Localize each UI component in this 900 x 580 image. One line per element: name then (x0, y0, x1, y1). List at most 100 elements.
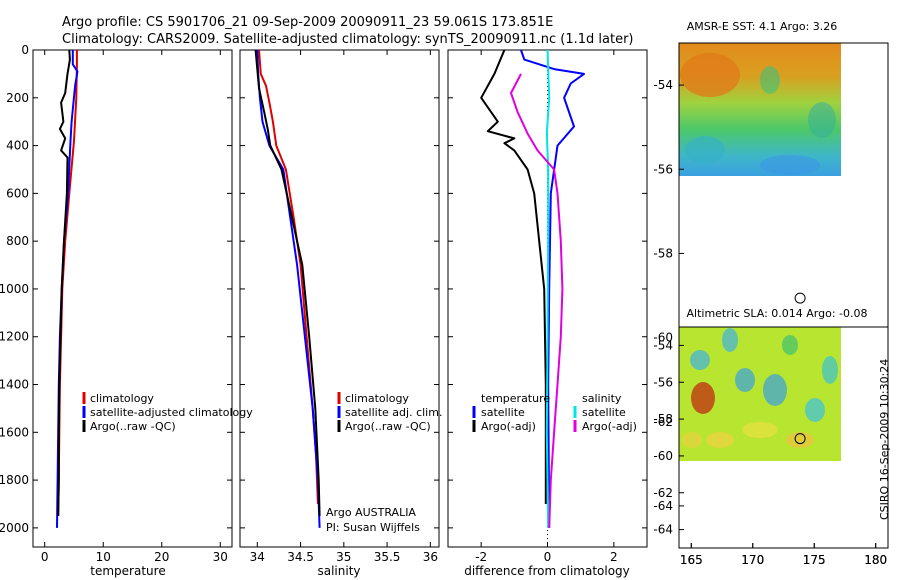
annotation-argo-australia: Argo AUSTRALIA (326, 506, 416, 519)
y-tick-label: -58 (653, 412, 673, 426)
x-tick-label: 165 (680, 553, 703, 567)
x-tick-label: 34 (250, 550, 265, 564)
y-tick-label: -54 (653, 78, 673, 92)
x-tick-label: -2 (475, 550, 487, 564)
side-timestamp: CSIRO 16-Sep-2009 10:30:24 (878, 359, 891, 520)
series-line (545, 49, 551, 528)
sst-heatmap-patches (680, 53, 836, 175)
temperature-series (56, 49, 79, 528)
legend-label-temp-satellite: satellite (481, 406, 525, 419)
y-tick-label: 800 (6, 234, 29, 248)
y-tick-label: -64 (653, 499, 673, 513)
series-line (480, 49, 547, 504)
salinity-ticks: 34 34.5 35 35.5 36 (240, 49, 439, 564)
x-tick-label: 36 (423, 550, 438, 564)
sla-anomaly-patch (805, 398, 825, 422)
legend-heading-temperature: temperature (481, 392, 550, 405)
salinity-xlabel: salinity (317, 564, 360, 578)
x-tick-label: 34.5 (287, 550, 314, 564)
x-tick-label: 0 (544, 550, 552, 564)
y-tick-label: -56 (653, 375, 673, 389)
sla-heatmap-patches (682, 328, 838, 448)
sla-anomaly-patch (690, 350, 710, 370)
y-tick-label: -62 (653, 486, 673, 500)
sst-cool-patch (760, 66, 780, 94)
y-tick-label: 600 (6, 186, 29, 200)
x-tick-label: 35 (336, 550, 351, 564)
y-tick-label: -60 (653, 449, 673, 463)
sla-axes-frame (678, 326, 889, 549)
annotation-pi: PI: Susan Wijffels (326, 521, 420, 534)
sla-map-panel: Altimetric SLA: 0.014 Argo: -0.08 165 170… (653, 307, 889, 567)
sla-anomaly-patch (682, 432, 702, 448)
sla-ticks: 165 170 175 180-54-56-58-60-62-64 (653, 338, 887, 567)
sla-anomaly-patch (735, 368, 755, 392)
salinity-series (254, 49, 321, 528)
x-tick-label: 35.5 (374, 550, 401, 564)
y-tick-label: -62 (653, 415, 673, 429)
legend-label-sal-argo: Argo(-adj) (582, 420, 637, 433)
temperature-legend: climatology satellite-adjusted climatolo… (82, 392, 253, 433)
legend-label-climatology: climatology (90, 392, 154, 405)
legend-label-satellite: satellite adj. clim. (345, 406, 442, 419)
sla-map-title: Altimetric SLA: 0.014 Argo: -0.08 (687, 307, 868, 320)
difference-ticks: -2 0 2 (448, 49, 647, 564)
sla-argo-location-marker (794, 433, 806, 445)
difference-xlabel: difference from climatology (464, 564, 630, 578)
sst-ticks: 165 170 175 180-54-56-58-60-62-64 (653, 78, 887, 567)
y-tick-label: 1200 (0, 330, 29, 344)
x-tick-label: 20 (154, 550, 169, 564)
y-tick-label: 1400 (0, 378, 29, 392)
series-line (520, 49, 585, 528)
y-tick-label: 2000 (0, 521, 29, 535)
x-tick-label: 2 (610, 550, 618, 564)
header-line-1: Argo profile: CS 5901706_21 09-Sep-2009 … (62, 15, 553, 30)
difference-panel: -2 0 2 difference from climatology tempera… (447, 49, 648, 578)
difference-legend: temperature satellite Argo(-adj) salinit… (472, 392, 637, 433)
sst-map-panel: AMSR-E SST: 4.1 Argo: 3.26 165 170 175 180 -… (653, 20, 889, 567)
y-tick-label: 0 (21, 43, 29, 57)
salinity-legend: climatology satellite adj. clim. Argo(..… (337, 392, 442, 433)
x-tick-label: 170 (741, 553, 764, 567)
series-line (57, 49, 71, 516)
sla-anomaly-patch (706, 432, 734, 448)
legend-label-satellite: satellite-adjusted climatology (90, 406, 253, 419)
sla-anomaly-patch (782, 335, 798, 355)
sst-argo-location-marker (794, 292, 806, 304)
sst-warm-patch (680, 53, 740, 97)
sla-anomaly-patch (691, 382, 715, 414)
sst-cold-patch (685, 136, 725, 164)
series-line (510, 73, 564, 528)
y-tick-label: -54 (653, 338, 673, 352)
y-tick-label: -60 (653, 331, 673, 345)
sla-anomaly-patch (763, 374, 787, 406)
temperature-panel: 0 10 20 30 0 200 400 600 800 1000 1200 1400 1600 1800… (0, 43, 253, 578)
legend-label-argo: Argo(..raw -QC) (90, 420, 176, 433)
temperature-ticks: 0 10 20 30 0 200 400 600 800 1000 1200 1400 1600 1800… (0, 43, 232, 564)
x-tick-label: 175 (803, 553, 826, 567)
temperature-axes-frame (32, 49, 233, 548)
x-tick-label: 10 (96, 550, 111, 564)
series-line (254, 49, 321, 516)
legend-label-temp-argo: Argo(-adj) (481, 420, 536, 433)
y-tick-label: -64 (653, 523, 673, 537)
y-tick-label: -56 (653, 162, 673, 176)
salinity-panel: 34 34.5 35 35.5 36 salinity climatology sate… (239, 49, 442, 578)
y-tick-label: 400 (6, 139, 29, 153)
series-line (258, 49, 319, 505)
header-line-2: Climatology: CARS2009. Satellite-adjuste… (62, 32, 634, 47)
y-tick-label: 1800 (0, 473, 29, 487)
x-tick-label: 175 (803, 553, 826, 567)
x-tick-label: 180 (864, 553, 887, 567)
x-tick-label: 170 (741, 553, 764, 567)
sst-cold-patch (760, 155, 820, 175)
y-tick-label: -58 (653, 246, 673, 260)
x-tick-label: 165 (680, 553, 703, 567)
x-tick-label: 0 (41, 550, 49, 564)
sla-anomaly-patch (722, 328, 738, 352)
difference-series (480, 49, 585, 547)
legend-label-sal-satellite: satellite (582, 406, 626, 419)
sla-anomaly-patch (742, 422, 778, 438)
sst-cool-patch (808, 102, 836, 138)
